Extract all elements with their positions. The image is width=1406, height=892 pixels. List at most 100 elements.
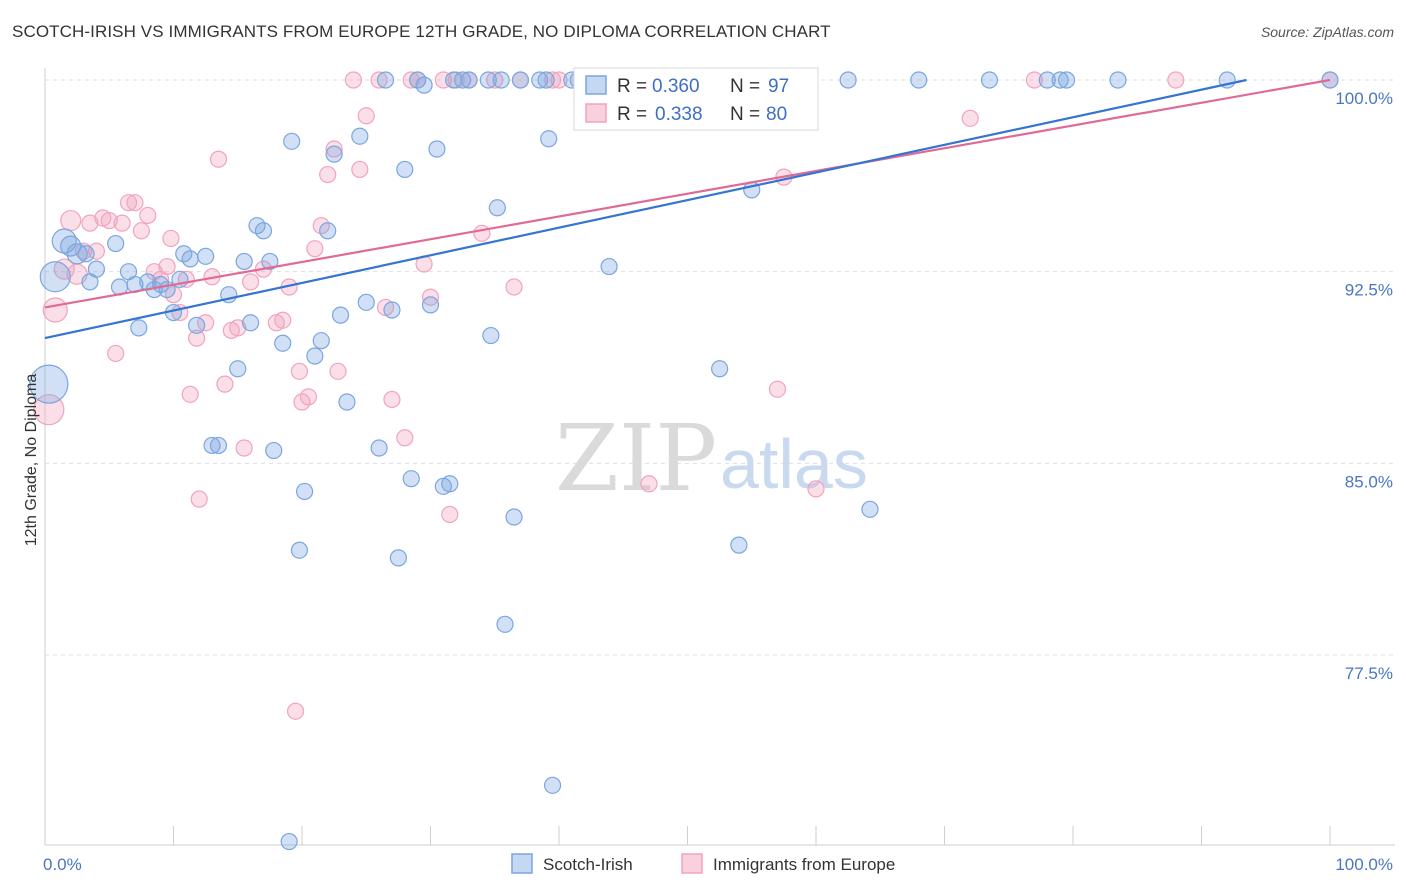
scotch-irish-point-69 <box>537 71 555 89</box>
scotch-irish-point-95 <box>1057 71 1076 89</box>
immigrants-from-europe-point-32 <box>235 439 253 457</box>
scotch-irish-point-70 <box>540 130 558 148</box>
scotch-irish-point-44 <box>351 127 369 145</box>
stats-blue-n-label: N = <box>730 76 760 97</box>
scotch-irish-point-37 <box>295 482 314 501</box>
immigrants-from-europe-point-9 <box>100 211 118 230</box>
tick-labels: 77.5% 85.0% 92.5% 100.0% 0.0% 100.0% <box>43 89 1393 874</box>
scotch-irish-point-94 <box>1051 71 1069 89</box>
immigrants-from-europe-point-69 <box>640 475 658 493</box>
x-tick-label-0: 0.0% <box>43 855 82 874</box>
immigrants-from-europe-point-3 <box>60 209 82 232</box>
scotch-irish-point-42 <box>331 306 350 324</box>
scotch-irish-point-5 <box>77 245 95 263</box>
scotch-irish-point-22 <box>197 247 215 265</box>
scotch-irish-point-76 <box>600 257 618 276</box>
scotch-irish-point-40 <box>319 222 337 240</box>
immigrants-from-europe-point-42 <box>306 240 324 258</box>
scotch-irish-point-64 <box>492 71 510 89</box>
immigrants-from-europe-point-46 <box>329 362 347 380</box>
y-tick-label-0: 77.5% <box>1345 664 1393 683</box>
scotch-irish-point-68 <box>531 71 549 89</box>
immigrants-from-europe-point-44 <box>319 165 337 184</box>
scotch-irish-point-45 <box>357 293 375 311</box>
scotch-irish-point-0 <box>29 364 69 404</box>
scotch-irish-point-92 <box>980 71 999 89</box>
scotch-irish-point-38 <box>306 347 324 365</box>
immigrants-from-europe-point-12 <box>119 194 138 212</box>
scotch-irish-point-96 <box>1109 71 1127 89</box>
scotch-irish-point-27 <box>235 252 253 271</box>
immigrants-from-europe-point-73 <box>768 380 787 398</box>
scotch-irish-point-65 <box>496 615 514 633</box>
immigrants-from-europe-point-29 <box>216 375 234 393</box>
stats-swatch-pink <box>585 103 607 123</box>
scotch-irish-point-12 <box>130 319 148 337</box>
scotch-irish-point-84 <box>730 536 748 554</box>
chart-title: SCOTCH-IRISH VS IMMIGRANTS FROM EUROPE 1… <box>12 22 831 41</box>
immigrants-from-europe-point-38 <box>286 702 305 720</box>
stats-blue-n-value: 97 <box>768 76 789 97</box>
scotch-irish-point-57 <box>441 475 459 493</box>
stats-pink-r-value: 0.338 <box>655 104 703 125</box>
scotch-irish-point-90 <box>861 500 879 518</box>
y-tick-label-1: 85.0% <box>1345 472 1393 491</box>
immigrants-from-europe-point-75 <box>807 480 825 498</box>
immigrants-from-europe-point-53 <box>396 429 414 447</box>
scotch-irish-point-46 <box>370 439 388 457</box>
stats-box-frame <box>573 67 819 131</box>
immigrants-from-europe-point-41 <box>299 388 318 406</box>
stats-pink-r-label: R = <box>617 104 647 125</box>
series-immigrants-from-europe <box>33 71 1339 720</box>
immigrants-from-europe-point-66 <box>543 71 562 89</box>
scotch-irish-point-89 <box>839 71 857 89</box>
immigrants-from-europe-point-63 <box>486 71 504 89</box>
immigrants-from-europe-point-14 <box>132 222 150 240</box>
watermark-zip: ZIP <box>555 405 717 512</box>
immigrants-from-europe-point-24 <box>188 329 206 347</box>
immigrants-from-europe-point-39 <box>290 362 309 380</box>
scotch-irish-point-32 <box>265 441 283 460</box>
legend-label-scotch-irish: Scotch-Irish <box>543 855 633 874</box>
immigrants-from-europe-point-23 <box>181 385 199 403</box>
y-tick-label-2: 92.5% <box>1345 281 1393 300</box>
immigrants-from-europe-point-67 <box>550 71 568 89</box>
immigrants-from-europe-point-50 <box>370 71 388 89</box>
immigrants-from-europe-point-45 <box>325 140 343 158</box>
scotch-irish-point-26 <box>229 360 247 378</box>
immigrants-from-europe-point-13 <box>126 194 144 212</box>
trend-line-scotch-irish <box>44 78 1247 340</box>
immigrants-from-europe-point-52 <box>383 390 401 409</box>
scotch-irish-point-21 <box>188 316 206 334</box>
scotch-irish-point-48 <box>383 301 401 319</box>
scotch-irish-point-62 <box>482 326 500 345</box>
stats-blue-r-value: 0.360 <box>652 76 700 97</box>
scotch-irish-point-54 <box>421 296 440 314</box>
immigrants-from-europe-point-11 <box>113 214 131 232</box>
immigrants-from-europe-point-7 <box>87 242 106 260</box>
scotch-irish-point-28 <box>242 314 260 332</box>
immigrants-from-europe-point-19 <box>162 229 180 248</box>
watermark: ZIP atlas <box>555 405 868 512</box>
scotch-irish-point-59 <box>454 71 472 89</box>
scotch-irish-point-36 <box>290 541 309 559</box>
scotch-irish-point-60 <box>460 71 478 89</box>
stats-swatch-blue <box>585 75 607 95</box>
scotch-irish-point-47 <box>376 71 395 89</box>
scotch-irish-point-53 <box>415 76 433 94</box>
immigrants-from-europe-point-62 <box>473 224 491 242</box>
trend-line-immigrants-from-europe <box>44 78 1331 309</box>
scotch-irish-point-31 <box>261 252 279 271</box>
scotch-irish-point-24 <box>209 436 228 455</box>
scotch-irish-point-71 <box>543 776 562 794</box>
immigrants-from-europe-point-25 <box>190 490 208 508</box>
legend-swatch-scotch-irish <box>511 853 533 874</box>
scotch-irish-point-7 <box>87 260 106 278</box>
immigrants-from-europe-point-47 <box>344 71 362 89</box>
immigrants-from-europe-point-48 <box>351 160 369 179</box>
scotch-irish-point-66 <box>505 508 523 526</box>
immigrants-from-europe-point-54 <box>402 71 420 89</box>
stats-box: R = 0.360 N = 97 R = 0.338 N = 80 <box>573 67 819 131</box>
scotch-irish-point-1 <box>39 261 71 293</box>
immigrants-from-europe-point-59 <box>441 505 459 524</box>
